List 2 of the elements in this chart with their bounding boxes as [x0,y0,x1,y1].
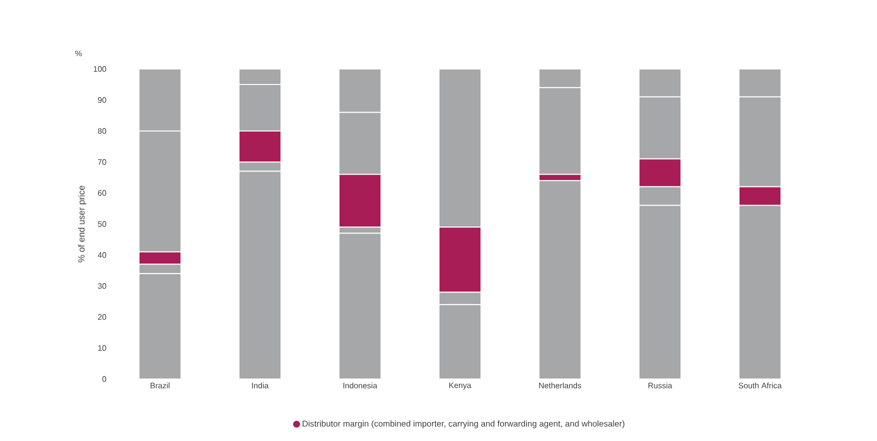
legend-label: Distributor margin (combined importer, carrying and forwarding agent, and wholesaler) [302,420,624,428]
y-axis-title: % of end user price [78,186,86,262]
